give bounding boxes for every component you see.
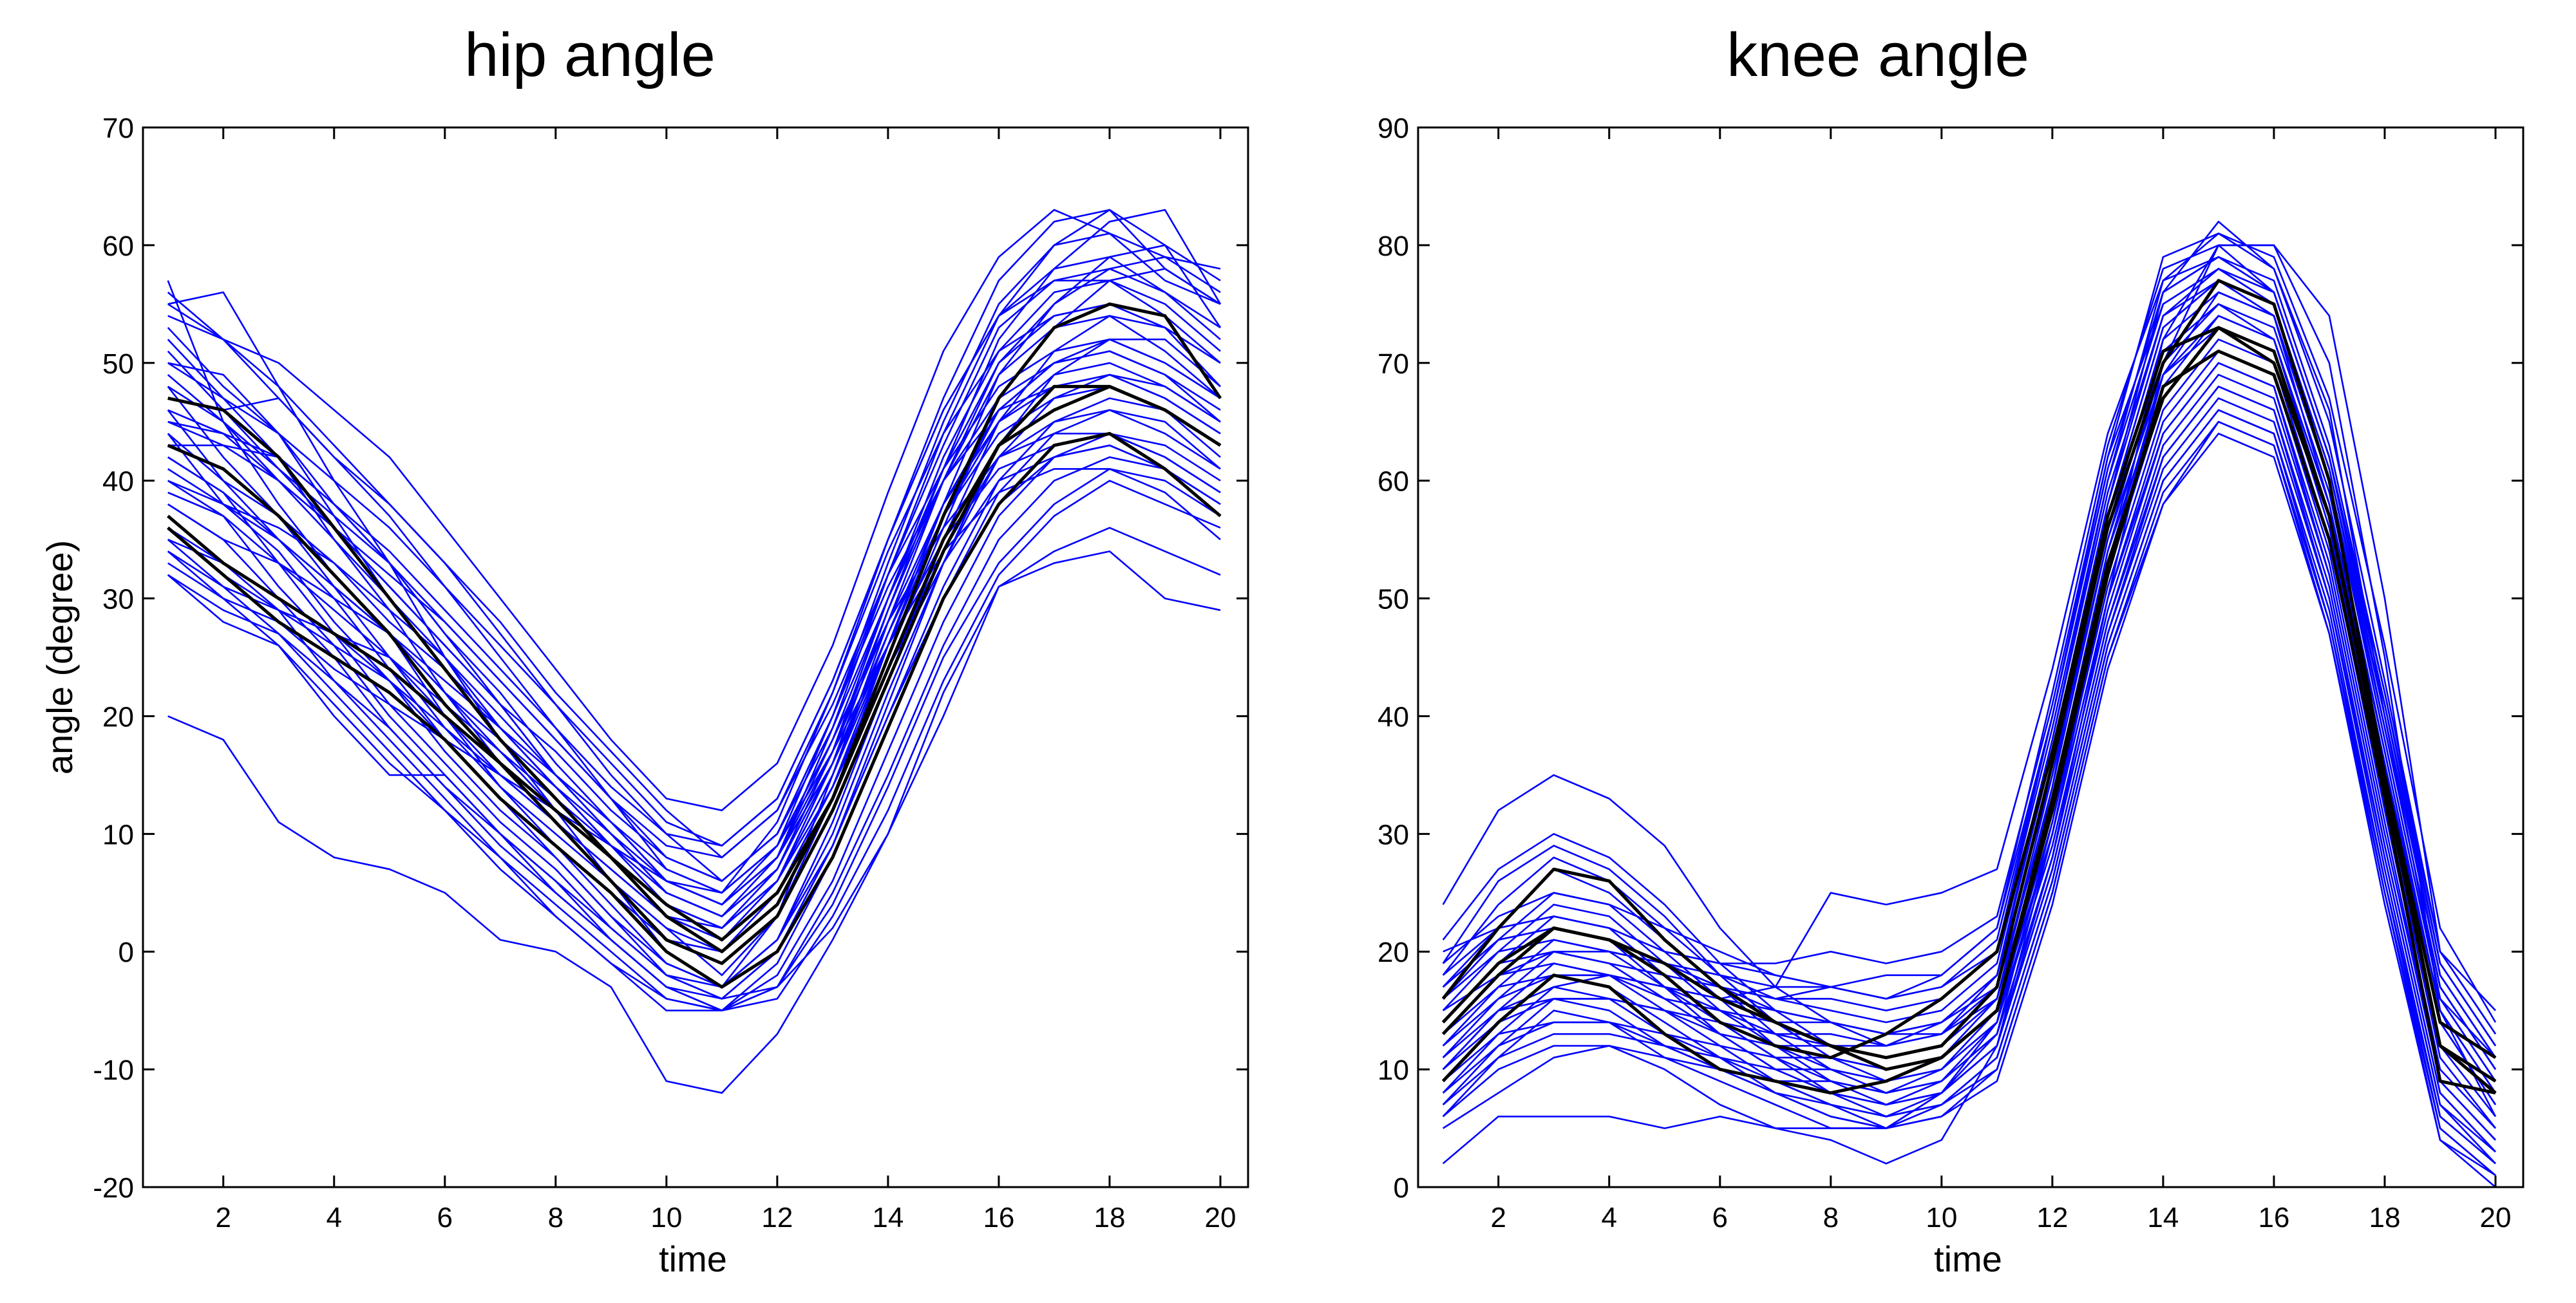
hip-plot-frame xyxy=(142,126,1249,1188)
knee-series-line-highlight xyxy=(1441,350,2496,1095)
hip-x-axis-label: time xyxy=(659,1239,727,1279)
knee-chart-title: knee angle xyxy=(1727,21,2029,89)
hip-x-tick-label: 2 xyxy=(215,1202,231,1233)
hip-series-line-highlight xyxy=(167,432,1222,989)
hip-y-tick-label: 0 xyxy=(118,937,134,968)
hip-series-line xyxy=(167,433,1221,894)
knee-series-line xyxy=(1442,350,2496,1141)
hip-series-line xyxy=(167,279,1221,847)
hip-x-tick-label: 12 xyxy=(761,1202,793,1233)
hip-x-tick-label: 16 xyxy=(983,1202,1014,1233)
knee-y-tick-label: 90 xyxy=(1378,113,1409,144)
hip-x-tick-label: 6 xyxy=(437,1202,453,1233)
knee-y-tick-label: 20 xyxy=(1378,937,1409,968)
hip-series-line xyxy=(167,209,1222,882)
hip-x-tick-label: 20 xyxy=(1205,1202,1236,1233)
hip-y-tick-label: 20 xyxy=(102,701,134,733)
hip-series-line-highlight xyxy=(167,384,1222,965)
knee-series-line xyxy=(1442,303,2497,1094)
hip-series-group xyxy=(167,209,1222,1094)
hip-series-line-highlight xyxy=(167,302,1222,953)
hip-series-line xyxy=(167,444,1221,988)
knee-x-tick-label: 4 xyxy=(1602,1202,1617,1233)
knee-y-tick-label: 80 xyxy=(1378,230,1409,262)
hip-series-line xyxy=(167,315,1221,917)
knee-series-line xyxy=(1442,420,2496,1176)
knee-series-line xyxy=(1442,326,2497,1105)
hip-series-line xyxy=(167,527,1221,1000)
hip-series-line xyxy=(167,468,1221,1011)
hip-y-tick-label: 40 xyxy=(102,466,134,498)
knee-series-line-highlight xyxy=(1441,326,2497,1083)
knee-angle-panel: knee angle 2 4 6 8 10 12 14 16 18 20 0 10 20 30 40 50 6… xyxy=(1378,21,2524,1279)
hip-y-tick-label: 10 xyxy=(102,819,134,850)
hip-x-tick-label: 14 xyxy=(872,1202,904,1233)
knee-y-tick-label: 0 xyxy=(1394,1172,1409,1204)
knee-series-line xyxy=(1442,326,2497,1129)
hip-series-line xyxy=(167,209,1221,812)
hip-series-line xyxy=(167,373,1221,988)
knee-series-line xyxy=(1442,256,2497,1047)
knee-series-line xyxy=(1442,386,2496,1153)
knee-y-tick-label: 10 xyxy=(1378,1055,1409,1086)
knee-y-tick-label: 50 xyxy=(1378,584,1409,615)
hip-y-ticks: -20 -10 0 10 20 30 40 50 60 70 xyxy=(93,113,1248,1204)
knee-x-tick-label: 12 xyxy=(2036,1202,2068,1233)
hip-x-tick-label: 18 xyxy=(1094,1202,1125,1233)
hip-y-tick-label: 70 xyxy=(102,113,134,144)
hip-series-line xyxy=(167,397,1221,1000)
knee-y-tick-label: 70 xyxy=(1378,348,1409,380)
knee-x-tick-label: 6 xyxy=(1712,1202,1728,1233)
hip-series-line xyxy=(167,338,1221,859)
hip-series-line xyxy=(167,279,1221,929)
knee-x-tick-label: 8 xyxy=(1823,1202,1839,1233)
knee-y-tick-label: 40 xyxy=(1378,701,1409,733)
knee-series-line xyxy=(1442,397,2496,1165)
hip-y-tick-label: -20 xyxy=(93,1172,134,1204)
hip-x-ticks: 2 4 6 8 10 12 14 16 18 20 xyxy=(215,127,1236,1233)
knee-series-line-highlight xyxy=(1441,279,2497,1094)
hip-y-tick-label: -10 xyxy=(93,1055,134,1086)
hip-x-tick-label: 4 xyxy=(327,1202,342,1233)
knee-x-ticks: 2 4 6 8 10 12 14 16 18 20 xyxy=(1490,127,2511,1233)
hip-y-tick-label: 60 xyxy=(102,230,134,262)
hip-y-axis-label: angle (degree) xyxy=(39,540,80,774)
hip-x-tick-label: 8 xyxy=(548,1202,564,1233)
hip-series-line xyxy=(167,480,1221,1011)
knee-x-tick-label: 14 xyxy=(2147,1202,2179,1233)
hip-angle-panel: hip angle 2 4 6 8 10 12 14 16 18 20 -20 -10 0 10 20 30… xyxy=(39,21,1249,1279)
knee-x-tick-label: 18 xyxy=(2369,1202,2400,1233)
knee-x-axis-label: time xyxy=(1934,1239,2002,1279)
knee-series-line xyxy=(1442,244,2496,1165)
knee-x-tick-label: 10 xyxy=(1926,1202,1957,1233)
hip-series-line xyxy=(167,409,1221,953)
knee-plot-frame xyxy=(1417,126,2524,1188)
hip-series-line xyxy=(167,550,1221,1094)
knee-series-line xyxy=(1442,268,2497,1058)
hip-y-tick-label: 30 xyxy=(102,584,134,615)
hip-chart-title: hip angle xyxy=(464,21,715,89)
hip-series-line xyxy=(167,362,1221,929)
hip-x-tick-label: 10 xyxy=(650,1202,682,1233)
knee-series-line xyxy=(1443,244,2497,1165)
knee-y-ticks: 0 10 20 30 40 50 60 70 80 90 xyxy=(1378,113,2523,1204)
knee-series-line xyxy=(1443,256,2497,1035)
knee-series-group xyxy=(1441,220,2497,1188)
knee-series-line xyxy=(1442,256,2497,1047)
knee-x-tick-label: 2 xyxy=(1490,1202,1506,1233)
hip-series-line-highlight xyxy=(167,384,1222,942)
knee-y-tick-label: 30 xyxy=(1378,819,1409,850)
knee-series-line xyxy=(1442,433,2496,1188)
hip-series-line xyxy=(167,209,1221,847)
hip-series-line xyxy=(167,433,1221,1011)
knee-series-line-highlight xyxy=(1441,326,2497,1060)
knee-x-tick-label: 20 xyxy=(2480,1202,2512,1233)
hip-series-line xyxy=(167,468,1221,894)
knee-x-tick-label: 16 xyxy=(2258,1202,2289,1233)
hip-y-tick-label: 50 xyxy=(102,348,134,380)
knee-y-tick-label: 60 xyxy=(1378,466,1409,498)
